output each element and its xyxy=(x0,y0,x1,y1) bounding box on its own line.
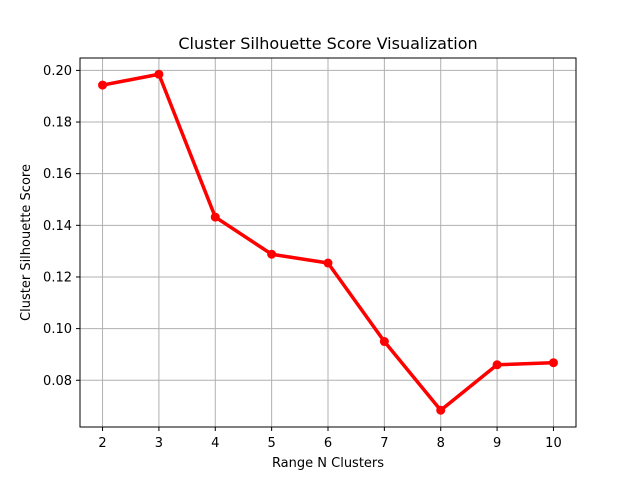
chart-title: Cluster Silhouette Score Visualization xyxy=(178,34,477,53)
x-tick-label: 8 xyxy=(437,436,445,451)
data-point-marker xyxy=(98,80,108,90)
data-point-marker xyxy=(210,212,220,222)
data-point-marker xyxy=(436,405,446,415)
y-tick-label: 0.20 xyxy=(43,64,72,79)
x-tick-label: 4 xyxy=(211,436,219,451)
y-tick-label: 0.12 xyxy=(43,270,72,285)
data-point-marker xyxy=(492,360,502,370)
y-axis-title: Cluster Silhouette Score xyxy=(19,164,34,321)
data-point-marker xyxy=(154,69,164,79)
y-tick-label: 0.10 xyxy=(43,322,72,337)
data-point-marker xyxy=(267,249,277,259)
x-tick-label: 6 xyxy=(324,436,332,451)
x-tick-label: 7 xyxy=(380,436,388,451)
x-tick-label: 10 xyxy=(545,436,562,451)
data-point-marker xyxy=(548,358,558,368)
y-tick-label: 0.08 xyxy=(43,374,72,389)
x-tick-label: 5 xyxy=(267,436,275,451)
y-tick-label: 0.18 xyxy=(43,116,72,131)
x-axis-ticks: 2 3 4 5 6 7 8 9 10 xyxy=(98,427,562,451)
x-tick-label: 3 xyxy=(155,436,163,451)
x-axis-title: Range N Clusters xyxy=(272,456,384,471)
x-tick-label: 9 xyxy=(493,436,501,451)
series-layer xyxy=(98,69,558,415)
x-tick-label: 2 xyxy=(98,436,106,451)
y-tick-label: 0.14 xyxy=(43,219,72,234)
y-tick-label: 0.16 xyxy=(43,167,72,182)
y-axis-ticks: 0.08 0.10 0.12 0.14 0.16 0.18 0.20 xyxy=(43,64,80,389)
grid-lines xyxy=(80,58,576,427)
data-point-marker xyxy=(323,258,333,268)
data-point-marker xyxy=(379,337,389,347)
